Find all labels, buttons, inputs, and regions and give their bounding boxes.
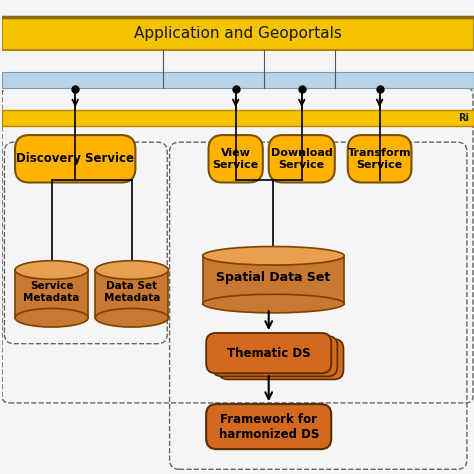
- Text: Discovery Service: Discovery Service: [16, 152, 134, 165]
- Bar: [15, 270, 88, 318]
- Bar: [2, 17, 474, 50]
- Ellipse shape: [95, 261, 168, 279]
- Text: Application and Geoportals: Application and Geoportals: [134, 26, 342, 41]
- Bar: [2, 110, 474, 126]
- Text: Download
Service: Download Service: [271, 148, 333, 170]
- Ellipse shape: [202, 246, 344, 265]
- Bar: [2, 72, 474, 88]
- Ellipse shape: [15, 309, 88, 327]
- Text: Thematic DS: Thematic DS: [227, 346, 310, 360]
- FancyBboxPatch shape: [206, 404, 331, 449]
- Bar: [95, 270, 168, 318]
- Text: Ri: Ri: [458, 113, 469, 123]
- FancyBboxPatch shape: [15, 135, 136, 182]
- Text: Transform
Service: Transform Service: [348, 148, 411, 170]
- Text: Data Set
Metadata: Data Set Metadata: [104, 281, 160, 303]
- FancyBboxPatch shape: [348, 135, 411, 182]
- Text: Service
Metadata: Service Metadata: [23, 281, 80, 303]
- Text: Spatial Data Set: Spatial Data Set: [216, 271, 330, 284]
- FancyBboxPatch shape: [209, 135, 263, 182]
- Ellipse shape: [95, 309, 168, 327]
- Ellipse shape: [15, 261, 88, 279]
- FancyBboxPatch shape: [219, 339, 344, 379]
- FancyBboxPatch shape: [269, 135, 335, 182]
- Ellipse shape: [202, 294, 344, 313]
- Text: Framework for
harmonized DS: Framework for harmonized DS: [219, 412, 319, 441]
- FancyBboxPatch shape: [212, 336, 337, 376]
- FancyBboxPatch shape: [206, 333, 331, 374]
- Bar: [202, 256, 344, 303]
- Text: View
Service: View Service: [213, 148, 259, 170]
